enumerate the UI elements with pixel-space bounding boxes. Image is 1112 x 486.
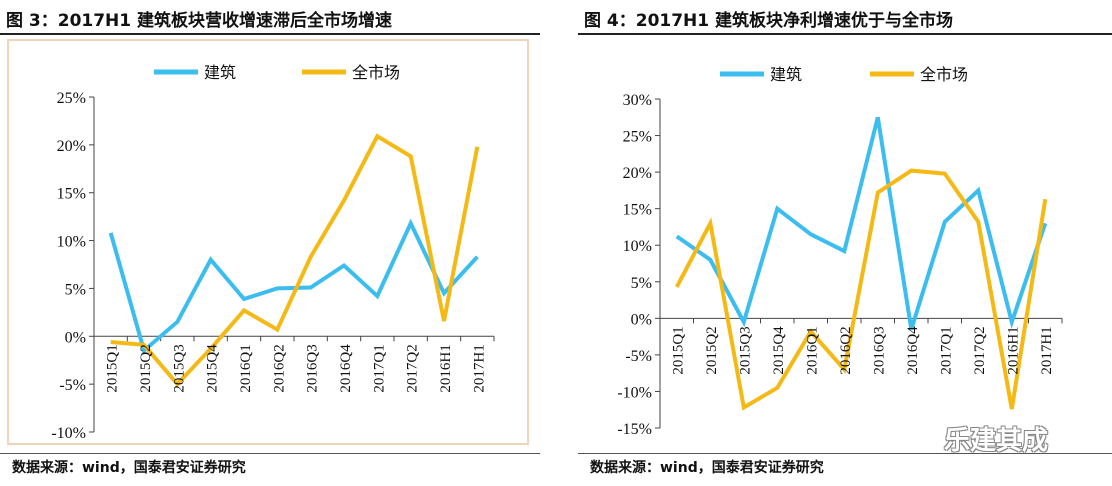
y-tick-label: -5% [59, 377, 86, 394]
legend-label: 全市场 [352, 63, 400, 82]
x-tick-label: 2015Q1 [671, 326, 687, 374]
x-tick-label: 2016Q4 [905, 326, 921, 375]
y-tick-label: 0% [631, 311, 652, 328]
y-tick-label: 0% [65, 329, 86, 346]
x-tick-label: 2015Q2 [138, 344, 154, 392]
y-tick-label: -10% [617, 384, 652, 401]
x-tick-label: 2017H1 [1039, 326, 1055, 374]
y-tick-label: 10% [57, 234, 86, 251]
y-tick-label: 25% [57, 90, 86, 107]
x-tick-label: 2015Q1 [105, 344, 121, 392]
x-tick-label: 2015Q3 [738, 326, 754, 374]
x-tick-label: 2015Q4 [771, 326, 787, 375]
x-tick-label: 2016Q4 [338, 344, 354, 393]
y-tick-label: 10% [623, 238, 652, 255]
series-line-2 [675, 168, 1048, 411]
chart-title: 图 4：2017H1 建筑板块净利增速优于与全市场 [584, 11, 954, 31]
legend-label: 建筑 [204, 63, 236, 82]
y-tick-label: 5% [65, 281, 86, 298]
y-tick-label: 15% [623, 202, 652, 219]
footer-rule [578, 453, 1112, 454]
x-tick-label: 2015Q2 [704, 326, 720, 374]
chart-panel-revenue: 图 3：2017H1 建筑板块营收增速滞后全市场增速 25% 20% 15% 10% 5… [0, 0, 552, 486]
y-tick-label: 20% [57, 138, 86, 155]
source-note: 数据来源：wind，国泰君安证券研究 [590, 460, 824, 476]
x-tick-label: 2015Q4 [205, 344, 221, 393]
y-tick-label: -10% [51, 425, 86, 442]
x-tick-label: 2016Q3 [305, 344, 321, 392]
x-tick-label: 2016Q2 [271, 344, 287, 392]
y-tick-label: -15% [617, 421, 652, 438]
profit-line-chart: 30% 25% 20% 15% 10% 5% 0% -5% -10% -15% 2015Q1 2015… [617, 65, 1063, 438]
chart-panel-profit: 图 4：2017H1 建筑板块净利增速优于与全市场 30% 25% 20% 15% 10… [578, 0, 1112, 486]
legend-label: 全市场 [920, 65, 968, 84]
legend-label: 建筑 [770, 65, 802, 84]
x-tick-label: 2017Q1 [371, 344, 387, 392]
x-tick-label: 2016H1 [1006, 326, 1022, 374]
y-tick-label: 15% [57, 186, 86, 203]
x-tick-label: 2016Q2 [838, 326, 854, 374]
y-tick-label: 30% [623, 92, 652, 109]
series-line-1 [675, 116, 1048, 330]
x-tick-label: 2017Q2 [972, 326, 988, 374]
source-note: 数据来源：wind，国泰君安证券研究 [12, 460, 246, 476]
footer-rule [0, 453, 540, 454]
x-tick-label: 2017Q2 [405, 344, 421, 392]
series-line-1 [108, 218, 479, 355]
plot-frame [7, 39, 529, 445]
x-tick-label: 2017H1 [471, 344, 487, 392]
series-line-2 [110, 133, 480, 388]
title-rule [0, 33, 540, 35]
watermark: 乐建其成 [944, 426, 1049, 456]
y-tick-label: -5% [625, 348, 652, 365]
x-tick-label: 2016Q3 [872, 326, 888, 374]
y-tick-label: 5% [631, 275, 652, 292]
revenue-line-chart: 25% 20% 15% 10% 5% 0% -5% -10% 2015Q1 2015Q2 2015Q… [7, 39, 529, 445]
x-tick-label: 2016Q1 [238, 344, 254, 392]
x-tick-label: 2016Q1 [805, 326, 821, 374]
x-tick-label: 2016H1 [438, 344, 454, 392]
x-tick-label: 2015Q3 [171, 344, 187, 392]
y-tick-label: 20% [623, 165, 652, 182]
chart-title: 图 3：2017H1 建筑板块营收增速滞后全市场增速 [6, 11, 393, 31]
y-tick-label: 25% [623, 129, 652, 146]
title-rule [578, 33, 1112, 35]
x-tick-label: 2017Q1 [939, 326, 955, 374]
